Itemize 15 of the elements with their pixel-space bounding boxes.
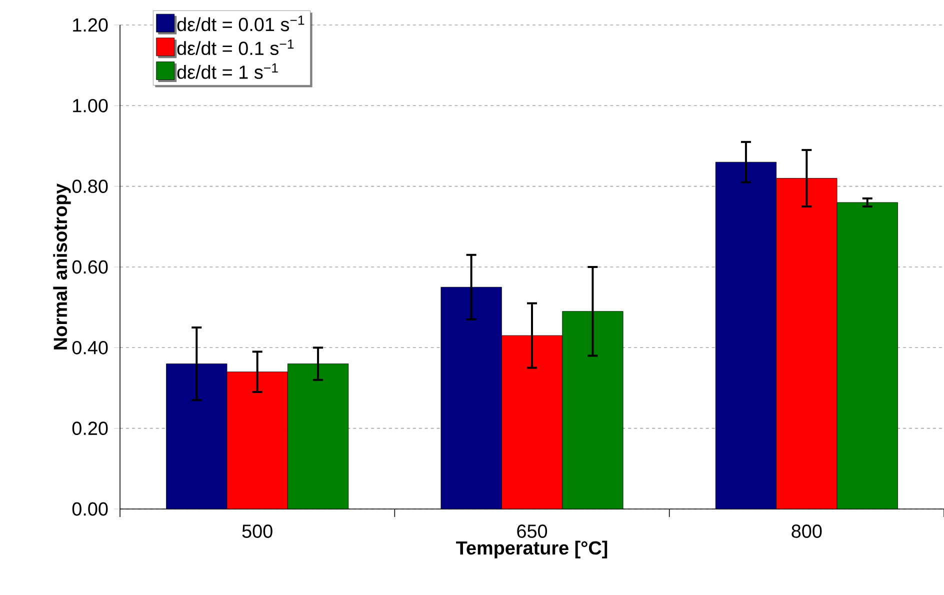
legend-label: dε/dt = 0.01 s$^{−1}$ — [177, 16, 304, 32]
y-tick-label: 1.20 — [73, 18, 108, 32]
y-tick-label: 0.20 — [72, 422, 108, 436]
x-tick-label: 650 — [517, 524, 548, 538]
y-axis-title: Normal anisotropy — [53, 183, 71, 350]
y-tick-label: 0.40 — [72, 340, 108, 354]
legend-label: dε/dt = 0.1 s$^{−1}$ — [177, 40, 294, 56]
y-tick-label: 0.80 — [72, 180, 108, 194]
legend-label: dε/dt = 1 s$^{−1}$ — [177, 63, 278, 79]
x-axis-title: Temperature [°C] — [456, 540, 608, 558]
y-tick-label: 1.00 — [73, 98, 108, 112]
y-tick-label: 0.00 — [72, 502, 108, 516]
y-tick-label: 0.60 — [72, 260, 108, 274]
x-tick-label: 800 — [792, 524, 822, 538]
x-tick-label: 500 — [242, 524, 272, 538]
